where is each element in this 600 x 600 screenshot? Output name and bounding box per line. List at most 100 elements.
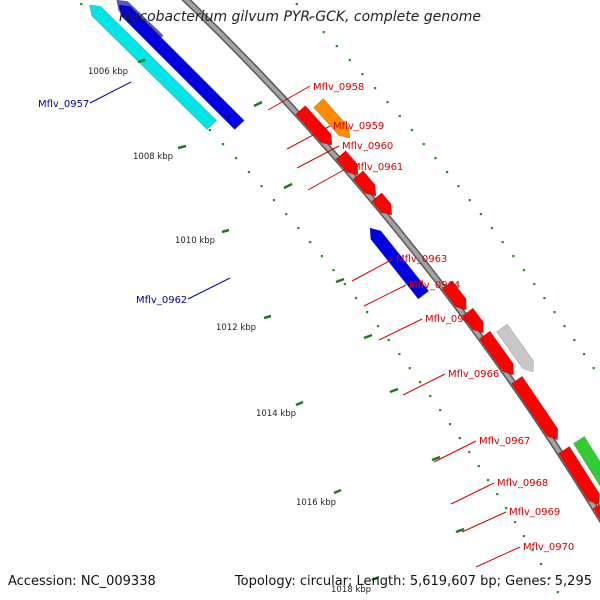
gene-label[interactable]: Mflv_0961	[352, 162, 403, 173]
gc-dot	[376, 325, 380, 328]
gene-label[interactable]: Mflv_0957	[38, 99, 89, 110]
kbp-ticks: 1006 kbp 1008 kbp 1010 kbp 1012 kbp 1014 kbp…	[88, 58, 465, 595]
tick-dash	[371, 575, 380, 582]
gene-label[interactable]: Mflv_0963	[396, 254, 447, 265]
gc-dot	[573, 339, 576, 342]
gene-label[interactable]: Mflv_0965	[425, 314, 476, 325]
gc-dot	[553, 311, 556, 314]
tick-label: 1008 kbp	[133, 152, 173, 162]
gc-dot	[386, 101, 389, 104]
gc-dot	[445, 171, 449, 174]
gc-dot	[234, 157, 238, 160]
gene-arrow	[479, 330, 514, 376]
gc-dot	[429, 395, 432, 398]
gene-arrow	[592, 503, 600, 521]
tick-label: 1018 kbp	[331, 585, 371, 595]
gc-dot	[556, 591, 559, 594]
gc-dot-tracks	[80, 3, 595, 594]
tick-label: 1006 kbp	[88, 67, 128, 77]
gene-arrow	[371, 192, 393, 216]
gc-dot	[592, 367, 595, 370]
tick-dash	[455, 527, 465, 534]
gc-dot	[522, 535, 526, 538]
gc-dot	[361, 73, 364, 76]
gene-label[interactable]: Mflv_0960	[342, 141, 393, 152]
gc-dot	[448, 423, 452, 426]
gene-label[interactable]: Mflv_0970	[523, 542, 574, 553]
gene-label[interactable]: Mflv_0962	[136, 295, 187, 306]
leader-line	[187, 277, 231, 300]
gene-arrow	[462, 307, 484, 334]
tick-dash	[431, 455, 441, 462]
gene-arrow	[313, 98, 351, 139]
gc-dot	[322, 31, 325, 34]
gc-dot	[366, 311, 369, 314]
tick-dash	[221, 228, 230, 234]
gc-dot	[309, 241, 312, 244]
tick-dash	[295, 400, 304, 407]
gc-dot	[332, 269, 335, 272]
gene-arrow	[335, 150, 359, 176]
tick-dash	[389, 387, 399, 394]
gc-dot	[458, 437, 461, 440]
leader-line	[307, 166, 350, 191]
gene-label[interactable]: Mflv_0966	[448, 369, 499, 380]
tick-label: 1016 kbp	[296, 498, 336, 508]
gc-dot	[354, 297, 358, 300]
gene-label[interactable]: Mflv_0959	[333, 121, 384, 132]
gc-dot	[512, 255, 515, 258]
gene-label[interactable]: Mflv_0967	[479, 436, 530, 447]
gc-dot	[418, 381, 422, 384]
gene-label[interactable]: Mflv_0969	[509, 507, 560, 518]
gc-dot	[540, 563, 543, 566]
leader-line	[267, 85, 311, 111]
gc-dot	[531, 549, 534, 552]
gc-dot	[80, 3, 83, 6]
gc-dot	[221, 143, 225, 146]
gene-arrow	[496, 323, 534, 373]
gc-dot	[486, 479, 490, 482]
gc-dot	[514, 521, 517, 524]
gc-dot	[295, 3, 298, 6]
gc-dot	[260, 185, 263, 188]
gc-dot	[477, 465, 480, 468]
gene-arrow	[573, 436, 600, 487]
gc-dot	[434, 157, 437, 160]
gc-dot	[543, 297, 546, 300]
leader-line	[475, 546, 521, 568]
gc-dot	[563, 325, 566, 328]
gc-dot	[522, 269, 525, 272]
gc-dot	[582, 353, 586, 356]
leader-line	[402, 373, 446, 396]
gc-dot	[410, 129, 413, 132]
tick-dash	[363, 333, 373, 340]
gc-dot	[285, 213, 288, 216]
gene-arrow	[89, 4, 218, 130]
gc-dot	[374, 87, 377, 90]
gc-dot	[297, 227, 300, 230]
gc-dot	[479, 213, 482, 216]
gene-label[interactable]: Mflv_0958	[313, 82, 364, 93]
gene-label[interactable]: Mflv_0964	[409, 280, 460, 291]
genome-summary: Topology: circular; Length: 5,619,607 bp…	[234, 574, 592, 589]
gc-dot	[208, 129, 211, 132]
gene-arrow	[369, 227, 430, 300]
gc-dot	[422, 143, 425, 146]
leader-line	[296, 145, 340, 169]
tick-dash	[283, 182, 293, 190]
gene-label[interactable]: Mflv_0968	[497, 478, 548, 489]
gene-arrow	[352, 170, 377, 197]
gc-dot	[490, 227, 493, 230]
tick-label: 1012 kbp	[216, 323, 256, 333]
gc-dot	[309, 17, 312, 20]
genome-backbone	[181, 0, 600, 524]
gene-arrow	[295, 105, 333, 146]
gc-dot	[501, 241, 504, 244]
tick-dash	[177, 144, 187, 150]
gc-dot	[398, 353, 401, 356]
gene-labels: Mflv_0957 Mflv_0958 Mflv_0959 Mflv_0960 Mflv…	[38, 81, 574, 568]
gc-dot	[468, 451, 471, 454]
gc-dot	[457, 185, 460, 188]
gc-dot	[348, 59, 351, 62]
